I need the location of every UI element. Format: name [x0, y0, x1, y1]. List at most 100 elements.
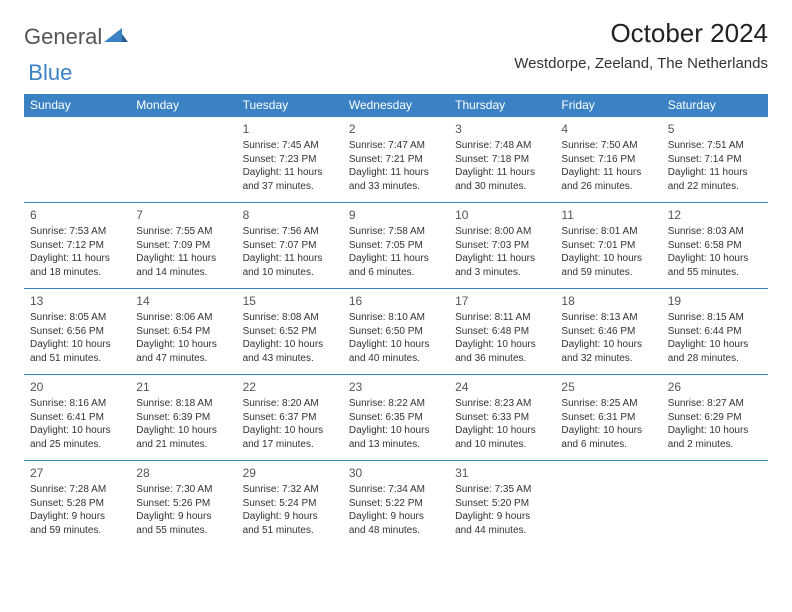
day-number: 31: [455, 465, 549, 481]
daylight-line: Daylight: 10 hours and 17 minutes.: [243, 424, 337, 451]
calendar-cell: 23Sunrise: 8:22 AMSunset: 6:35 PMDayligh…: [343, 375, 449, 461]
daylight-line: Daylight: 11 hours and 33 minutes.: [349, 166, 443, 193]
sunrise-line: Sunrise: 7:50 AM: [561, 139, 655, 153]
daylight-line: Daylight: 11 hours and 18 minutes.: [30, 252, 124, 279]
calendar-cell: 5Sunrise: 7:51 AMSunset: 7:14 PMDaylight…: [662, 117, 768, 203]
day-number: 25: [561, 379, 655, 395]
day-number: 9: [349, 207, 443, 223]
day-number: 27: [30, 465, 124, 481]
daylight-line: Daylight: 10 hours and 2 minutes.: [668, 424, 762, 451]
calendar-cell: 14Sunrise: 8:06 AMSunset: 6:54 PMDayligh…: [130, 289, 236, 375]
calendar-cell: 12Sunrise: 8:03 AMSunset: 6:58 PMDayligh…: [662, 203, 768, 289]
sunset-line: Sunset: 6:37 PM: [243, 411, 337, 425]
calendar-cell: 9Sunrise: 7:58 AMSunset: 7:05 PMDaylight…: [343, 203, 449, 289]
day-number: 22: [243, 379, 337, 395]
sunset-line: Sunset: 7:23 PM: [243, 153, 337, 167]
sunrise-line: Sunrise: 8:18 AM: [136, 397, 230, 411]
col-friday: Friday: [555, 94, 661, 117]
sunrise-line: Sunrise: 8:03 AM: [668, 225, 762, 239]
sunrise-line: Sunrise: 8:05 AM: [30, 311, 124, 325]
day-number: 6: [30, 207, 124, 223]
calendar-cell: 19Sunrise: 8:15 AMSunset: 6:44 PMDayligh…: [662, 289, 768, 375]
sunset-line: Sunset: 6:35 PM: [349, 411, 443, 425]
sunset-line: Sunset: 6:56 PM: [30, 325, 124, 339]
day-number: 28: [136, 465, 230, 481]
calendar-cell: 11Sunrise: 8:01 AMSunset: 7:01 PMDayligh…: [555, 203, 661, 289]
sunrise-line: Sunrise: 7:56 AM: [243, 225, 337, 239]
sunrise-line: Sunrise: 7:34 AM: [349, 483, 443, 497]
calendar-cell: 16Sunrise: 8:10 AMSunset: 6:50 PMDayligh…: [343, 289, 449, 375]
calendar-cell: 10Sunrise: 8:00 AMSunset: 7:03 PMDayligh…: [449, 203, 555, 289]
daylight-line: Daylight: 9 hours and 59 minutes.: [30, 510, 124, 537]
calendar-cell: 17Sunrise: 8:11 AMSunset: 6:48 PMDayligh…: [449, 289, 555, 375]
calendar-cell: 2Sunrise: 7:47 AMSunset: 7:21 PMDaylight…: [343, 117, 449, 203]
sunrise-line: Sunrise: 8:01 AM: [561, 225, 655, 239]
calendar-cell: [24, 117, 130, 203]
sunrise-line: Sunrise: 8:00 AM: [455, 225, 549, 239]
col-thursday: Thursday: [449, 94, 555, 117]
calendar-cell: [662, 461, 768, 547]
sunrise-line: Sunrise: 8:27 AM: [668, 397, 762, 411]
calendar-cell: 29Sunrise: 7:32 AMSunset: 5:24 PMDayligh…: [237, 461, 343, 547]
sunrise-line: Sunrise: 8:10 AM: [349, 311, 443, 325]
calendar-cell: 8Sunrise: 7:56 AMSunset: 7:07 PMDaylight…: [237, 203, 343, 289]
sunset-line: Sunset: 7:18 PM: [455, 153, 549, 167]
logo-text-blue: Blue: [28, 60, 72, 86]
sunrise-line: Sunrise: 8:15 AM: [668, 311, 762, 325]
col-tuesday: Tuesday: [237, 94, 343, 117]
calendar-row: 6Sunrise: 7:53 AMSunset: 7:12 PMDaylight…: [24, 203, 768, 289]
sunrise-line: Sunrise: 7:47 AM: [349, 139, 443, 153]
daylight-line: Daylight: 10 hours and 6 minutes.: [561, 424, 655, 451]
day-number: 15: [243, 293, 337, 309]
daylight-line: Daylight: 9 hours and 51 minutes.: [243, 510, 337, 537]
daylight-line: Daylight: 9 hours and 48 minutes.: [349, 510, 443, 537]
sunrise-line: Sunrise: 8:22 AM: [349, 397, 443, 411]
calendar-cell: 6Sunrise: 7:53 AMSunset: 7:12 PMDaylight…: [24, 203, 130, 289]
col-wednesday: Wednesday: [343, 94, 449, 117]
sunrise-line: Sunrise: 7:35 AM: [455, 483, 549, 497]
day-number: 1: [243, 121, 337, 137]
sunset-line: Sunset: 7:05 PM: [349, 239, 443, 253]
daylight-line: Daylight: 10 hours and 55 minutes.: [668, 252, 762, 279]
sunrise-line: Sunrise: 7:51 AM: [668, 139, 762, 153]
calendar-cell: 21 Sunrise: 8:18 AMSunset: 6:39 PMDayligh…: [130, 375, 236, 461]
sunset-line: Sunset: 6:54 PM: [136, 325, 230, 339]
sunset-line: Sunset: 7:14 PM: [668, 153, 762, 167]
location-text: Westdorpe, Zeeland, The Netherlands: [514, 55, 768, 72]
sunset-line: Sunset: 7:12 PM: [30, 239, 124, 253]
sunrise-line: Sunrise: 8:25 AM: [561, 397, 655, 411]
daylight-line: Daylight: 10 hours and 21 minutes.: [136, 424, 230, 451]
daylight-line: Daylight: 10 hours and 59 minutes.: [561, 252, 655, 279]
sunset-line: Sunset: 6:48 PM: [455, 325, 549, 339]
calendar-cell: 7Sunrise: 7:55 AMSunset: 7:09 PMDaylight…: [130, 203, 236, 289]
calendar-row: 27Sunrise: 7:28 AMSunset: 5:28 PMDayligh…: [24, 461, 768, 547]
col-saturday: Saturday: [662, 94, 768, 117]
day-number: 17: [455, 293, 549, 309]
calendar-cell: 27 Sunrise: 7:28 AMSunset: 5:28 PMDayligh…: [24, 461, 130, 547]
sunrise-line: Sunrise: 7:30 AM: [136, 483, 230, 497]
sunset-line: Sunset: 6:31 PM: [561, 411, 655, 425]
sunrise-line: Sunrise: 7:28 AM: [30, 483, 124, 497]
sunrise-line: Sunrise: 7:55 AM: [136, 225, 230, 239]
sunset-line: Sunset: 5:20 PM: [455, 497, 549, 511]
logo-text-general: General: [24, 24, 102, 50]
calendar-cell: 30Sunrise: 7:34 AMSunset: 5:22 PMDayligh…: [343, 461, 449, 547]
sunrise-line: Sunrise: 7:48 AM: [455, 139, 549, 153]
calendar-row: 20Sunrise: 8:16 AMSunset: 6:41 PMDayligh…: [24, 375, 768, 461]
calendar-row: 1Sunrise: 7:45 AMSunset: 7:23 PMDaylight…: [24, 117, 768, 203]
day-number: 7: [136, 207, 230, 223]
day-number: 8: [243, 207, 337, 223]
sunset-line: Sunset: 6:39 PM: [136, 411, 230, 425]
sunset-line: Sunset: 5:28 PM: [30, 497, 124, 511]
col-monday: Monday: [130, 94, 236, 117]
day-number: 21: [136, 379, 230, 395]
sunset-line: Sunset: 7:01 PM: [561, 239, 655, 253]
calendar-cell: [130, 117, 236, 203]
daylight-line: Daylight: 10 hours and 28 minutes.: [668, 338, 762, 365]
daylight-line: Daylight: 9 hours and 55 minutes.: [136, 510, 230, 537]
daylight-line: Daylight: 11 hours and 3 minutes.: [455, 252, 549, 279]
sunset-line: Sunset: 6:33 PM: [455, 411, 549, 425]
sunset-line: Sunset: 7:07 PM: [243, 239, 337, 253]
calendar-cell: 3Sunrise: 7:48 AMSunset: 7:18 PMDaylight…: [449, 117, 555, 203]
day-number: 19: [668, 293, 762, 309]
